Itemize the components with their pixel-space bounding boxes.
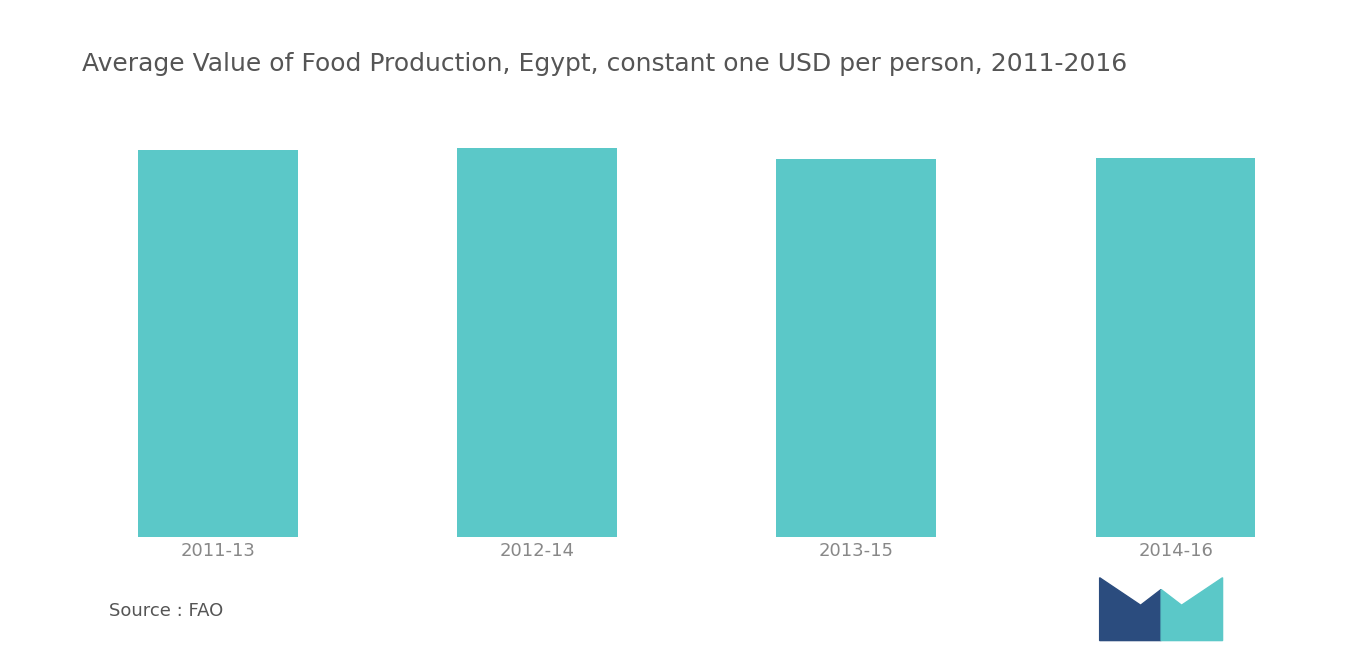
Text: Average Value of Food Production, Egypt, constant one USD per person, 2011-2016: Average Value of Food Production, Egypt,… (82, 52, 1127, 77)
Bar (138, 150, 298, 537)
Polygon shape (1161, 578, 1223, 641)
Bar (776, 159, 936, 537)
Bar (458, 148, 617, 537)
Polygon shape (1100, 578, 1161, 641)
Text: Source : FAO: Source : FAO (109, 602, 224, 620)
Bar (1096, 158, 1255, 537)
